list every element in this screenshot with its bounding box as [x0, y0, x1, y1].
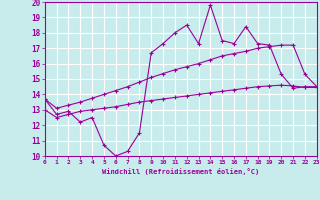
X-axis label: Windchill (Refroidissement éolien,°C): Windchill (Refroidissement éolien,°C) [102, 168, 260, 175]
